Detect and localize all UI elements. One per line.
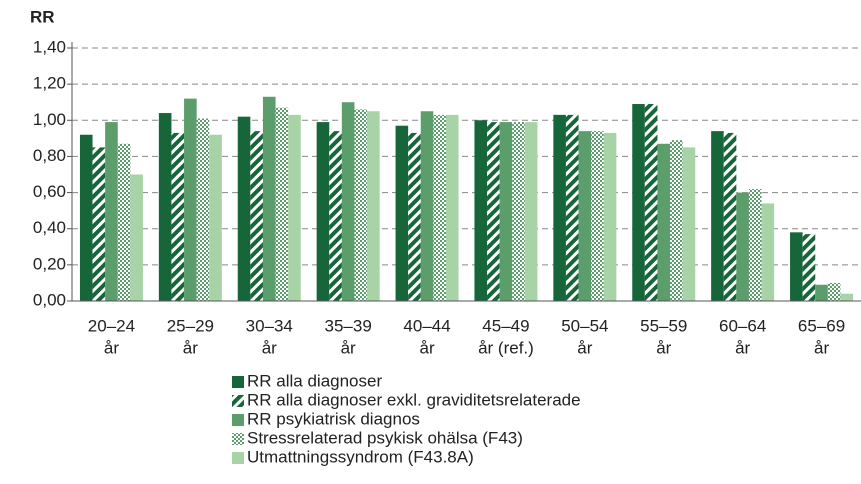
bar — [209, 134, 222, 301]
bar — [420, 111, 434, 301]
x-tick-label: år — [419, 338, 434, 357]
y-tick-label: 0,40 — [33, 218, 66, 237]
legend-swatch — [232, 452, 244, 464]
bar — [184, 98, 197, 301]
legend-label: RR alla diagnoser exkl. graviditetsrelat… — [247, 390, 581, 409]
x-tick-label: år — [814, 338, 829, 357]
legend-label: RR alla diagnoser — [247, 371, 382, 390]
x-tick-label: år — [341, 338, 356, 357]
x-tick-label: 40–44 — [403, 316, 450, 335]
bar — [79, 134, 93, 301]
legend-swatch — [232, 376, 244, 388]
bar — [565, 114, 579, 301]
bar — [262, 96, 276, 302]
bar — [445, 114, 459, 301]
bar — [723, 132, 737, 301]
bar — [524, 122, 538, 301]
y-tick-label: 0,20 — [33, 254, 66, 273]
bar — [408, 132, 421, 301]
bar — [736, 192, 749, 301]
x-tick-label: år — [183, 338, 198, 357]
bar — [802, 234, 816, 301]
x-tick-label: år — [656, 338, 671, 357]
y-tick-label: 0,00 — [33, 290, 66, 309]
y-tick-label: 1,20 — [33, 74, 66, 93]
bar — [840, 293, 854, 301]
x-tick-label: 35–39 — [325, 316, 372, 335]
bar — [578, 131, 592, 301]
bar — [92, 147, 106, 301]
bar — [316, 122, 330, 301]
legend-swatch — [232, 395, 244, 407]
bar — [329, 131, 342, 301]
bar — [288, 114, 301, 301]
x-tick-label: 30–34 — [246, 316, 293, 335]
legend-label: Stressrelaterad psykisk ohälsa (F43) — [247, 428, 523, 447]
bar — [748, 188, 762, 301]
bar — [670, 140, 683, 301]
bar — [591, 131, 604, 301]
bar — [474, 120, 488, 302]
bar — [632, 104, 645, 302]
legend-label: RR psykiatrisk diagnos — [247, 409, 420, 428]
bar — [354, 109, 368, 301]
x-tick-label: 50–54 — [561, 316, 608, 335]
bar — [433, 114, 446, 301]
x-tick-label: år — [104, 338, 119, 357]
bar — [682, 147, 696, 301]
legend-label: Utmattningssyndrom (F43.8A) — [247, 447, 474, 466]
bar — [657, 143, 671, 301]
bar — [250, 131, 263, 301]
bar — [395, 125, 409, 301]
bar — [237, 116, 251, 302]
bar — [815, 284, 828, 301]
bar — [487, 122, 500, 301]
bar — [790, 232, 803, 301]
y-tick-label: 0,80 — [33, 146, 66, 165]
bar — [105, 122, 118, 301]
bar — [158, 113, 172, 301]
bar — [711, 131, 724, 301]
bar — [341, 102, 355, 301]
bar — [367, 111, 380, 301]
bar — [171, 132, 185, 301]
y-tick-label: 0,60 — [33, 182, 66, 201]
bar — [117, 143, 131, 301]
x-tick-label: 55–59 — [640, 316, 687, 335]
legend-swatch — [232, 414, 244, 426]
y-tick-label: 1,00 — [33, 110, 66, 129]
x-tick-label: år — [262, 338, 277, 357]
bar — [553, 114, 566, 301]
x-tick-label: 65–69 — [798, 316, 845, 335]
bar — [275, 107, 289, 301]
bar — [512, 122, 525, 301]
x-tick-label: år — [577, 338, 592, 357]
x-tick-label: 20–24 — [88, 316, 135, 335]
bar — [827, 282, 841, 301]
y-tick-label: 1,40 — [33, 37, 66, 56]
bar — [499, 122, 513, 301]
bar — [761, 203, 775, 301]
y-axis-label: RR — [30, 7, 55, 26]
bar — [644, 104, 658, 302]
bar — [130, 174, 143, 301]
x-tick-label: år — [735, 338, 750, 357]
x-tick-label: 45–49 — [482, 316, 529, 335]
x-tick-label: 60–64 — [719, 316, 766, 335]
legend-swatch — [232, 433, 244, 445]
x-tick-label: 25–29 — [167, 316, 214, 335]
bar — [603, 132, 617, 301]
bar — [196, 118, 210, 301]
x-tick-label: år (ref.) — [478, 338, 534, 357]
